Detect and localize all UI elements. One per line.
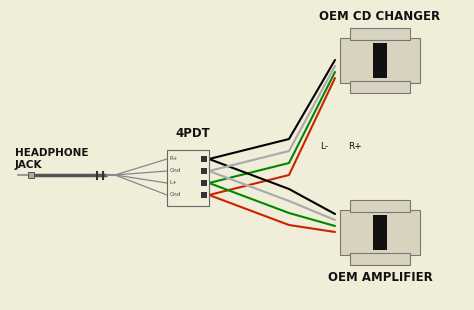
Text: Gnd: Gnd — [170, 193, 181, 197]
Bar — [201, 168, 207, 174]
Bar — [350, 200, 410, 212]
Text: R+: R+ — [170, 157, 179, 162]
Bar — [350, 253, 410, 265]
Text: Gnd: Gnd — [170, 169, 181, 174]
Bar — [167, 150, 209, 206]
Bar — [373, 215, 387, 250]
Text: L-: L- — [320, 142, 328, 151]
Bar — [201, 192, 207, 198]
Bar — [28, 172, 34, 178]
Text: OEM AMPLIFIER: OEM AMPLIFIER — [328, 271, 432, 284]
Bar — [350, 81, 410, 93]
Bar — [373, 43, 387, 78]
Bar — [340, 210, 420, 255]
Bar — [201, 180, 207, 186]
Text: JACK: JACK — [15, 160, 43, 170]
Text: OEM CD CHANGER: OEM CD CHANGER — [319, 10, 440, 23]
Text: 4PDT: 4PDT — [176, 127, 210, 140]
Bar — [350, 28, 410, 40]
Text: HEADPHONE: HEADPHONE — [15, 148, 89, 158]
Bar — [340, 38, 420, 83]
Text: L+: L+ — [170, 180, 178, 185]
Text: R+: R+ — [348, 142, 362, 151]
Bar — [201, 156, 207, 162]
